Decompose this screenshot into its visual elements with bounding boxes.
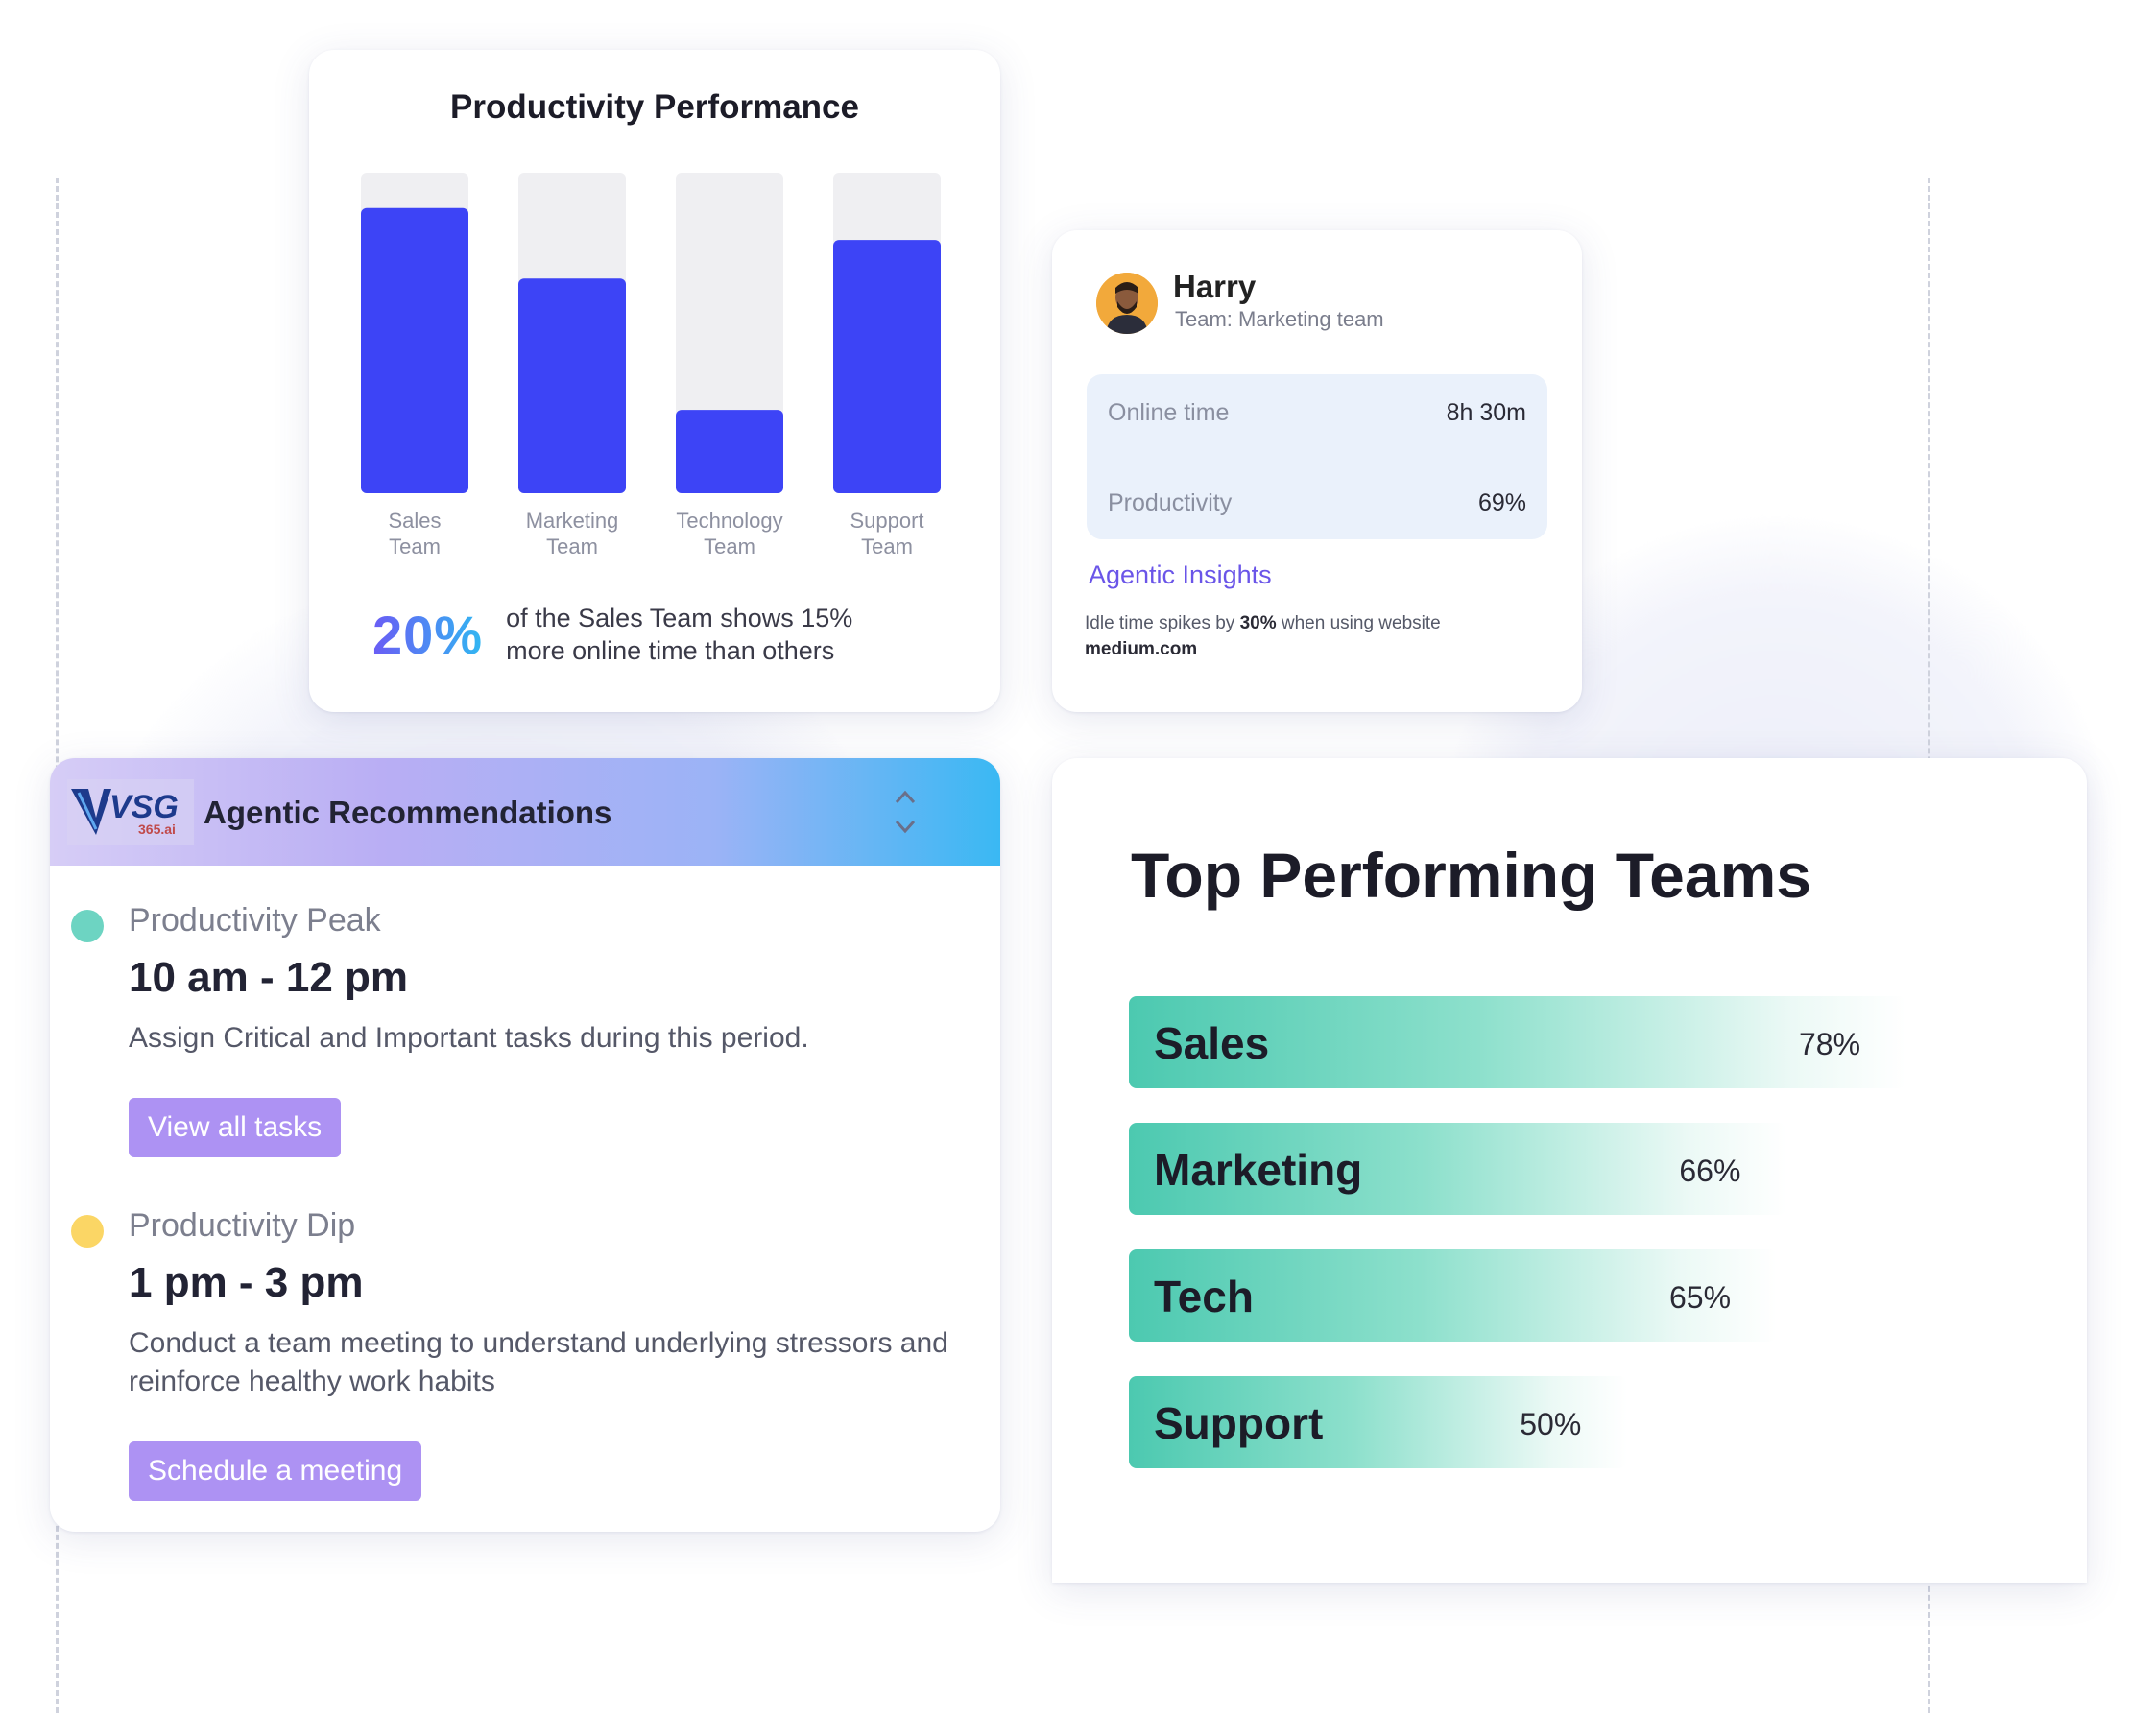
bar-category-label: Sales Team <box>388 509 441 559</box>
highlight-text: of the Sales Team shows 15% more online … <box>506 604 853 665</box>
insights-site: medium.com <box>1085 639 1198 659</box>
productivity-performance-card: Productivity Performance Sales Team Market… <box>309 50 1000 712</box>
team-name: Sales <box>1154 1018 1270 1068</box>
insights-bold: 30% <box>1239 613 1277 633</box>
recommendation-label: Productivity Peak <box>129 902 381 939</box>
highlight-note: 20% of the Sales Team shows 15% more onl… <box>372 602 919 667</box>
bar-1 <box>518 278 626 493</box>
insights-text-after: when using website <box>1276 613 1441 633</box>
recommendation-time: 10 am - 12 pm <box>129 954 409 1001</box>
user-team: Team: Marketing team <box>1175 307 1384 331</box>
teams-title: Top Performing Teams <box>1131 840 1811 911</box>
recommendations-header: VSG 365.ai Agentic Recommendations <box>50 758 1000 866</box>
team-bar <box>1129 1376 1628 1468</box>
team-name: Marketing <box>1154 1145 1363 1195</box>
bar-category-label: Technology Team <box>676 509 782 559</box>
vsg-logo: VSG 365.ai <box>67 779 194 845</box>
top-performing-teams-card: Top Performing Teams Sales 78% Marketing… <box>1052 758 2087 1583</box>
team-percentage: 66% <box>1679 1154 1741 1188</box>
recommendation-description: Conduct a team meeting to understand und… <box>129 1327 948 1397</box>
team-percentage: 50% <box>1520 1407 1582 1441</box>
recommendations-title: Agentic Recommendations <box>204 795 612 830</box>
stat-label: Productivity <box>1108 489 1233 516</box>
insights-text-before: Idle time spikes by <box>1085 613 1240 633</box>
view-all-tasks-button[interactable]: View all tasks <box>129 1098 342 1157</box>
bar-2 <box>676 410 783 493</box>
status-dot <box>71 1215 104 1248</box>
team-row-marketing: Marketing 66% <box>1129 1123 1993 1215</box>
chevron-up-down-icon <box>895 790 916 834</box>
vsg-logo-icon <box>67 779 194 845</box>
user-stats: Online time 8h 30m Productivity 69% <box>1087 374 1547 539</box>
logo-text: VSG <box>109 789 179 825</box>
stat-label: Online time <box>1108 399 1230 426</box>
avatar[interactable] <box>1096 273 1158 334</box>
recommendation-time: 1 pm - 3 pm <box>129 1259 364 1306</box>
recommendation-description: Assign Critical and Important tasks duri… <box>129 1022 809 1054</box>
logo-subtext: 365.ai <box>138 821 176 837</box>
team-row-support: Support 50% <box>1129 1376 1993 1468</box>
user-avatar-icon <box>1096 273 1158 334</box>
bar-3 <box>833 240 941 493</box>
expand-collapse-toggle[interactable] <box>891 785 920 839</box>
bar-category-label: Support Team <box>850 509 923 559</box>
productivity-bar-chart: Sales Team Marketing Team Technology Team Supp… <box>361 173 941 559</box>
recommendation-label: Productivity Dip <box>129 1207 356 1244</box>
agentic-recommendations-card: VSG 365.ai Agentic Recommendations Produ… <box>50 758 1000 1532</box>
bar-0 <box>361 207 468 494</box>
card-title: Productivity Performance <box>450 88 859 126</box>
stat-productivity: Productivity 69% <box>1108 489 1526 517</box>
agentic-insights-link[interactable]: Agentic Insights <box>1089 560 1272 589</box>
team-name: Tech <box>1154 1272 1254 1321</box>
user-name: Harry <box>1173 269 1257 304</box>
stat-value: 69% <box>1477 489 1526 516</box>
team-percentage: 78% <box>1799 1027 1861 1061</box>
schedule-meeting-button[interactable]: Schedule a meeting <box>129 1441 422 1501</box>
team-bar <box>1129 1249 1777 1342</box>
team-bar <box>1129 1123 1787 1215</box>
bar-category-label: Marketing Team <box>526 509 619 559</box>
team-percentage: 65% <box>1669 1280 1732 1315</box>
insights-text: Idle time spikes by 30% when using websi… <box>1085 610 1545 662</box>
team-name: Support <box>1154 1398 1324 1448</box>
user-insight-card: Harry Team: Marketing team Online time 8… <box>1052 230 1582 712</box>
stat-value: 8h 30m <box>1446 399 1526 426</box>
team-row-tech: Tech 65% <box>1129 1249 1993 1342</box>
team-bar <box>1129 996 1906 1088</box>
highlight-value: 20% <box>372 604 484 665</box>
stat-online-time: Online time 8h 30m <box>1108 399 1526 427</box>
team-row-sales: Sales 78% <box>1129 996 1993 1088</box>
status-dot <box>71 910 104 942</box>
